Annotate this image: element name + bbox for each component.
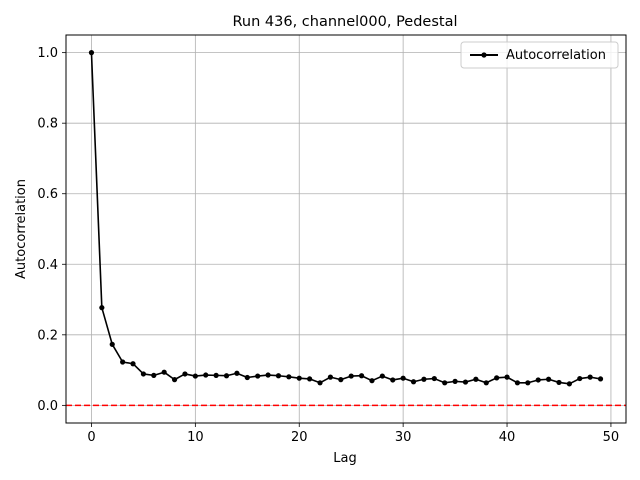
- legend: Autocorrelation: [460, 41, 619, 69]
- data-point: [88, 50, 95, 56]
- data-point: [348, 373, 354, 379]
- data-point: [369, 378, 375, 384]
- data-point: [255, 373, 261, 379]
- data-point: [120, 359, 126, 365]
- x-tick-label: 0: [87, 430, 95, 445]
- data-point: [400, 375, 406, 381]
- legend-marker-sample: [481, 52, 487, 58]
- legend-entry-autocorrelation: Autocorrelation: [506, 48, 606, 63]
- data-point: [307, 376, 313, 382]
- data-point: [192, 373, 198, 379]
- data-point: [171, 377, 178, 383]
- data-point: [275, 373, 282, 379]
- data-point: [223, 373, 230, 379]
- x-axis-ticks: 0 10 20 30 40 50: [87, 423, 619, 445]
- y-tick-label: 1.0: [37, 46, 58, 61]
- legend-box: [460, 41, 619, 69]
- x-axis-label: Lag: [333, 451, 356, 466]
- data-point: [442, 380, 448, 386]
- data-point: [109, 341, 115, 347]
- data-point: [431, 375, 437, 382]
- x-tick-label: 40: [499, 430, 516, 445]
- data-point: [99, 305, 105, 311]
- x-tick-label: 30: [395, 430, 412, 445]
- data-point: [514, 380, 521, 386]
- y-tick-label: 0.4: [37, 258, 58, 273]
- data-point: [182, 371, 188, 377]
- plot-frame: [65, 34, 627, 424]
- data-point: [452, 378, 458, 384]
- data-point: [483, 380, 489, 386]
- y-axis-ticks: 0.0 0.2 0.4 0.6 0.8 1.0: [37, 46, 66, 414]
- grid: [66, 35, 626, 423]
- data-point: [286, 374, 292, 380]
- series-line-autocorrelation: [90, 52, 601, 385]
- data-point: [577, 375, 583, 382]
- data-point: [234, 370, 240, 376]
- data-point: [535, 377, 541, 383]
- data-point: [327, 374, 334, 380]
- data-point: [130, 361, 136, 367]
- data-point: [410, 379, 417, 385]
- data-point: [421, 376, 427, 382]
- data-point: [151, 372, 157, 378]
- data-point: [265, 372, 271, 378]
- y-tick-label: 0.2: [37, 328, 58, 343]
- data-point: [473, 376, 479, 382]
- data-point: [244, 374, 250, 381]
- data-point: [494, 375, 500, 381]
- data-point: [358, 373, 365, 379]
- data-point: [545, 376, 552, 382]
- y-axis-label: Autocorrelation: [14, 179, 29, 279]
- data-point: [566, 381, 572, 387]
- chart-title: Run 436, channel000, Pedestal: [232, 14, 457, 30]
- data-point: [338, 377, 344, 383]
- series-group: [88, 50, 604, 387]
- data-point: [140, 371, 147, 377]
- data-point: [161, 369, 167, 375]
- data-point: [317, 380, 323, 386]
- data-point: [504, 374, 510, 380]
- data-point: [597, 376, 604, 382]
- y-tick-label: 0.8: [37, 117, 58, 132]
- x-tick-label: 50: [603, 430, 620, 445]
- data-point: [379, 373, 385, 379]
- data-point: [213, 372, 219, 378]
- y-tick-label: 0.0: [37, 399, 58, 414]
- data-point: [296, 375, 302, 381]
- data-point: [587, 374, 593, 380]
- data-point: [556, 379, 562, 386]
- data-point: [462, 379, 469, 385]
- data-point: [390, 377, 396, 383]
- data-point: [525, 380, 531, 386]
- y-tick-label: 0.6: [37, 187, 58, 202]
- x-tick-label: 20: [291, 430, 308, 445]
- data-point: [203, 372, 209, 378]
- x-tick-label: 10: [187, 430, 204, 445]
